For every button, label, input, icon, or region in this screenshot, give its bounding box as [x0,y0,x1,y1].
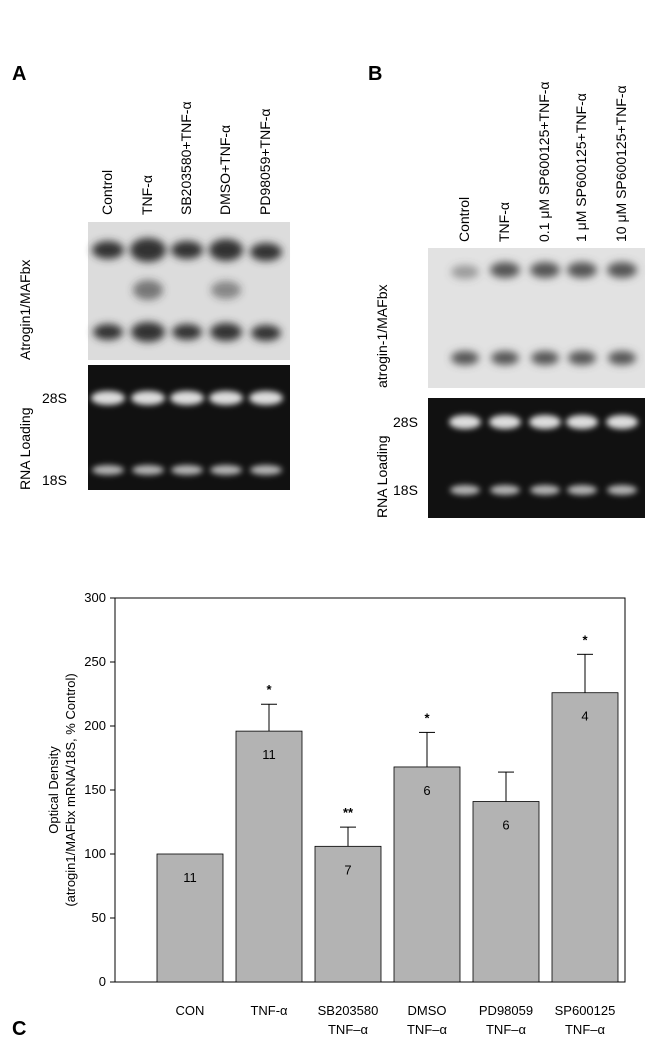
x-tick-label: TNF–α [328,1022,369,1037]
y-tick-label: 50 [92,910,106,925]
lane-label: 1 μM SP600125+TNF-α [573,93,589,242]
lane-label: 0.1 μM SP600125+TNF-α [536,81,552,242]
y-axis-label: Optical Density [46,746,61,834]
lane-label: TNF-α [139,175,155,215]
x-tick-label: SB203580 [318,1003,379,1018]
lane-label: PD98059+TNF-α [257,108,273,215]
panel-label: A [12,63,26,85]
bar [393,766,461,983]
significance: * [266,682,272,697]
y-tick-label: 300 [84,590,106,605]
band-label: 18S [42,472,67,488]
y-tick-label: 0 [99,974,106,989]
significance: * [424,710,430,725]
y-tick-label: 250 [84,654,106,669]
bar [235,730,303,983]
y-tick-label: 200 [84,718,106,733]
rna-gel-b [428,398,645,518]
lane-label: TNF-α [496,202,512,242]
rna-gel-a [88,365,290,490]
bar-chart: 0 50 100 150 200 250 300 Optical Density (atrogi… [46,590,626,1037]
significance: ** [343,805,354,820]
blot-b [428,248,645,388]
y-axis-label: (atrogin1/MAFbx mRNA/18S, % Control) [63,673,78,906]
panel-label: B [368,63,382,85]
x-tick-label: TNF-α [250,1003,288,1018]
blot-a [88,222,290,360]
lane-label: SB203580+TNF-α [178,101,194,215]
y-tick-label: 150 [84,782,106,797]
lane-label: Control [99,170,115,215]
n-label: 11 [262,747,276,762]
n-label: 6 [423,783,430,798]
band-label: 28S [393,414,418,430]
x-tick-label: SP600125 [555,1003,616,1018]
x-tick-label: DMSO [408,1003,447,1018]
lane-label: Control [456,197,472,242]
bar [551,692,619,983]
x-tick-label: TNF–α [407,1022,448,1037]
n-label: 11 [183,870,197,885]
lane-label: DMSO+TNF-α [217,125,233,215]
band-label: 18S [393,482,418,498]
n-label: 6 [502,818,509,833]
x-tick-label: TNF–α [565,1022,606,1037]
bar [156,853,224,983]
row-label: atrogin-1/MAFbx [374,285,390,388]
x-tick-label: CON [176,1003,205,1018]
row-label: Atrogin1/MAFbx [17,260,33,360]
n-label: 4 [581,709,588,724]
lane-label: 10 μM SP600125+TNF-α [613,85,629,242]
panel-label: C [12,1018,26,1040]
x-tick-label: TNF–α [486,1022,527,1037]
row-label: RNA Loading [17,407,33,490]
significance: * [582,632,588,647]
lane-labels: Control TNF-α SB203580+TNF-α DMSO+TNF-α PD98… [99,81,629,242]
band-label: 28S [42,390,67,406]
n-label: 7 [344,862,351,877]
y-tick-label: 100 [84,846,106,861]
x-tick-label: PD98059 [479,1003,533,1018]
row-label: RNA Loading [374,435,390,518]
